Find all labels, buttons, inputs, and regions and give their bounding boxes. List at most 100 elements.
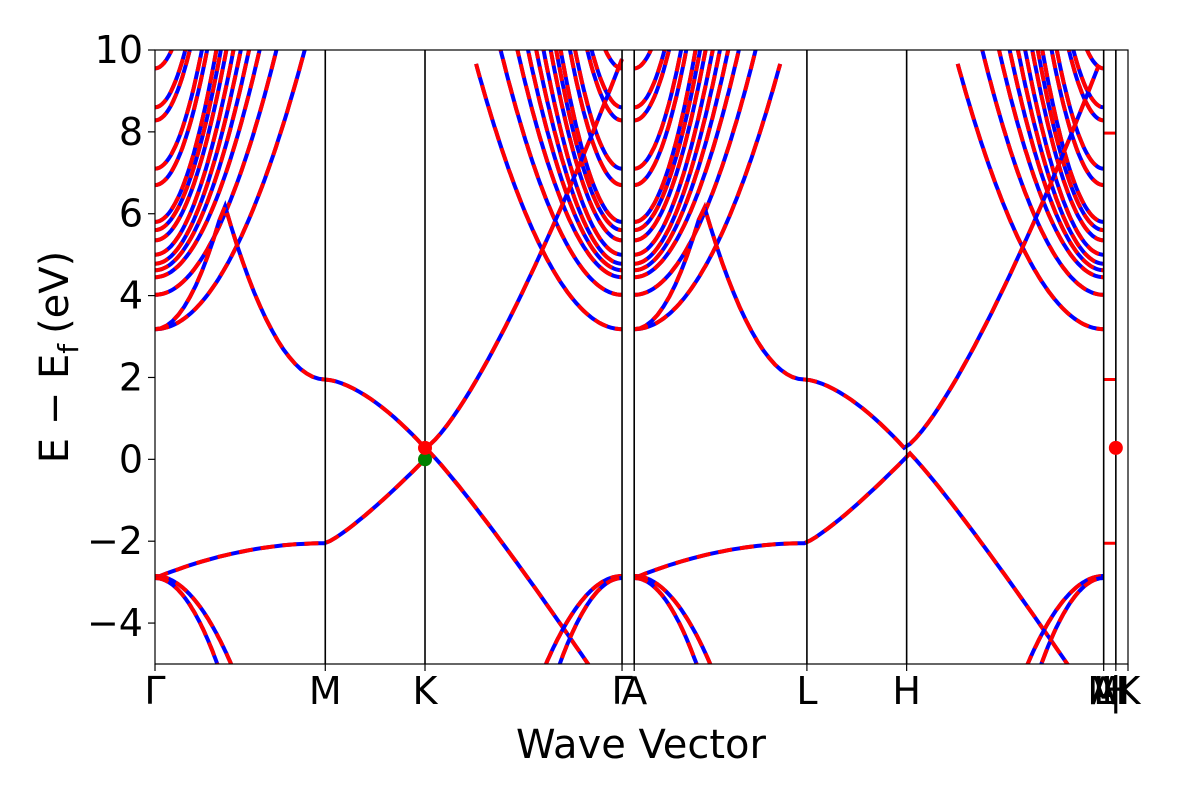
x-axis-ticks: Γ M K ΓA L H ALM|HK — [144, 664, 1142, 714]
band-line — [155, 50, 223, 233]
y-tick-label: 4 — [119, 274, 143, 318]
band-line — [155, 448, 591, 664]
band-line — [1025, 574, 1104, 664]
special-point-marker — [418, 452, 433, 467]
band-line — [155, 50, 243, 266]
band-line — [557, 576, 623, 664]
band-line — [534, 50, 623, 266]
y-tick-label: 8 — [119, 110, 143, 154]
band-line — [155, 50, 236, 257]
band-line — [155, 50, 307, 332]
band-line — [633, 450, 1070, 664]
x-tick-label: Γ — [144, 669, 165, 713]
special-point-marker — [418, 440, 433, 455]
y-tick-label: −4 — [87, 601, 143, 645]
band-line — [573, 50, 623, 171]
x-tick-label: K — [1116, 669, 1142, 713]
band-line — [155, 50, 219, 224]
band-line — [980, 50, 1104, 297]
y-axis-label-main: E − E — [32, 354, 78, 464]
band-line — [634, 50, 741, 280]
high-symmetry-lines — [324, 50, 1117, 664]
y-tick-label: 6 — [119, 192, 143, 236]
band-line — [634, 50, 708, 243]
band-line — [155, 576, 220, 664]
x-tick-label: A — [621, 669, 647, 713]
y-tick-label: −2 — [87, 519, 143, 563]
x-tick-label: L — [1093, 669, 1114, 713]
band-line — [1023, 50, 1104, 257]
band-line — [155, 58, 624, 449]
band-line — [567, 50, 623, 188]
band-line — [633, 67, 1100, 451]
band-line — [955, 63, 1104, 332]
band-line — [1007, 50, 1104, 273]
band-line — [585, 50, 623, 123]
x-tick-label: M — [309, 669, 342, 713]
band-line — [634, 50, 758, 297]
y-axis-label-unit: (eV) — [32, 251, 78, 334]
y-axis-ticks: 10 8 6 4 2 0 −2 −4 — [87, 28, 155, 645]
band-line — [633, 50, 689, 188]
y-axis-label-subscript: f — [52, 343, 85, 354]
y-tick-label: 2 — [119, 355, 143, 399]
band-line — [155, 574, 234, 664]
band-line — [1040, 50, 1104, 224]
band-line — [543, 574, 622, 664]
band-line — [1015, 50, 1104, 266]
x-tick-label: A — [1091, 669, 1117, 713]
x-tick-label: K — [413, 669, 439, 713]
band-line — [634, 50, 722, 266]
band-line — [541, 50, 623, 257]
band-line — [634, 576, 699, 664]
band-line — [1066, 50, 1104, 123]
x-tick-label: L — [796, 669, 817, 713]
band-line — [633, 50, 667, 110]
band-line — [633, 50, 684, 171]
band-line — [515, 50, 623, 280]
band-line — [633, 50, 672, 123]
x-tick-label: H — [1102, 669, 1131, 713]
y-axis-label: E − Ef (eV) — [32, 251, 85, 464]
band-line — [997, 50, 1104, 280]
x-tick-label: Γ — [611, 669, 632, 713]
band-line — [554, 50, 623, 233]
band-line — [1035, 50, 1104, 233]
band-line — [1054, 50, 1104, 171]
band-line — [1049, 50, 1104, 188]
band-line — [548, 50, 623, 243]
y-tick-label: 10 — [95, 28, 143, 72]
band-line — [155, 50, 262, 280]
plot-frame — [154, 49, 1129, 665]
band-line — [498, 50, 623, 297]
band-line — [634, 50, 731, 273]
band-line — [1071, 50, 1104, 110]
x-axis-label: Wave Vector — [516, 722, 767, 768]
band-line — [634, 50, 715, 257]
band-line — [634, 50, 703, 233]
band-line — [474, 63, 623, 332]
band-line — [155, 50, 252, 273]
x-tick-label: M — [1087, 669, 1120, 713]
band-line — [525, 50, 623, 273]
band-line — [1030, 50, 1104, 243]
band-line — [1039, 576, 1104, 664]
band-line — [589, 50, 623, 110]
band-line — [155, 50, 279, 297]
special-point-marker — [1108, 440, 1123, 455]
x-tick-label: | — [1109, 669, 1122, 714]
y-tick-label: 0 — [119, 437, 143, 481]
band-line — [155, 50, 229, 243]
band-line — [155, 50, 192, 123]
x-tick-label: H — [892, 669, 921, 713]
special-points — [418, 440, 1123, 467]
band-line — [155, 50, 210, 188]
band-line — [155, 50, 204, 171]
band-line — [634, 574, 713, 664]
band-curves — [155, 50, 1116, 664]
band-line — [558, 50, 623, 224]
band-line — [634, 50, 698, 224]
band-line — [634, 63, 783, 332]
